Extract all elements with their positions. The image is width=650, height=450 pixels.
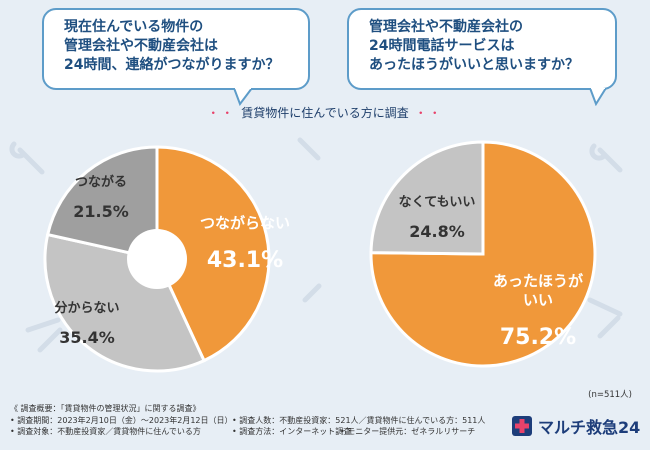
brand-name: マルチ救急24 <box>538 418 641 437</box>
question-1-line-3: 24時間、連絡がつながりますか？ <box>64 57 280 73</box>
question-2-line-1: 管理会社や不動産会社の <box>369 19 523 35</box>
bubble-tail-1 <box>233 88 253 106</box>
brand-logo: マルチ救急24 <box>512 414 640 438</box>
subtitle-dots-left: ・・ <box>207 106 236 120</box>
pie-chart-1: つながらない 43.1% 分からない 35.4% つながる 21.5% <box>43 145 290 373</box>
question-1-line-2: 管理会社や不動産会社は <box>64 38 218 54</box>
chart-2-slice-2-value: 24.8% <box>409 222 465 241</box>
subtitle-dots-right: ・・ <box>414 106 443 120</box>
pie-chart-2: あったほうがいい 75.2% なくてもいい 24.8% <box>369 140 597 368</box>
chart-1-slice-2-label: 分からない <box>54 300 119 316</box>
bubble-tail-2 <box>589 88 607 106</box>
footer-title: 《 調査概要：「賃貸物件の管理状況」に関する調査》 <box>10 404 201 413</box>
survey-footer: 《 調査概要：「賃貸物件の管理状況」に関する調査》 • 調査期間：2023年2月… <box>10 403 485 438</box>
footer-method: • 調査方法：インターネット調査 <box>232 427 352 436</box>
chart-1-slice-1-value: 43.1% <box>207 248 283 273</box>
chart-2-slice-2 <box>369 140 485 256</box>
question-2-line-2: 24時間電話サービスは <box>369 38 515 54</box>
question-bubble-2: 管理会社や不動産会社の 24時間電話サービスは あったほうがいいと思いますか？ <box>347 8 617 90</box>
footer-period: • 調査期間：2023年2月10日（金）～2023年2月12日（日） <box>10 415 233 425</box>
brand-cross-icon <box>512 416 532 436</box>
subtitle-text: 賃貸物件に住んでいる方に調査 <box>241 106 409 120</box>
sample-size-note: (n=511人) <box>588 390 632 400</box>
chart-1-slice-3-label: つながる <box>75 174 127 190</box>
chart-1-slice-1-label: つながらない <box>200 214 290 232</box>
chart-2-slice-1 <box>369 140 597 368</box>
question-2-line-3: あったほうがいいと思いますか？ <box>369 57 579 73</box>
chart-2-slice-1-label: いい <box>523 291 553 309</box>
chart-1-slice-2-value: 35.4% <box>59 328 115 347</box>
chart-2-slice-1-value: 75.2% <box>500 325 576 350</box>
chart-2-slice-2-label: なくてもいい <box>399 195 476 210</box>
background-decoration-icon <box>9 137 623 353</box>
chart-1-slice-3 <box>45 145 159 261</box>
footer-count: • 調査人数：不動産投資家：521人／賃貸物件に住んでいる方：511人 <box>232 415 486 425</box>
chart-1-center-hole <box>127 229 187 289</box>
chart-1-slice-3-value: 21.5% <box>73 202 129 221</box>
question-1-line-1: 現在住んでいる物件の <box>64 19 204 35</box>
chart-1-slice-1 <box>155 145 271 363</box>
chart-1-slice-2 <box>43 232 207 373</box>
question-bubble-1: 現在住んでいる物件の 管理会社や不動産会社は 24時間、連絡がつながりますか？ <box>42 8 310 90</box>
footer-monitor: • モニター提供元：ゼネラルリサーチ <box>340 427 476 436</box>
survey-subtitle: ・・ 賃貸物件に住んでいる方に調査 ・・ <box>0 104 650 121</box>
footer-target: • 調査対象：不動産投資家／賃貸物件に住んでいる方 <box>10 427 201 436</box>
chart-2-slice-1-label: あったほうが <box>493 272 584 290</box>
